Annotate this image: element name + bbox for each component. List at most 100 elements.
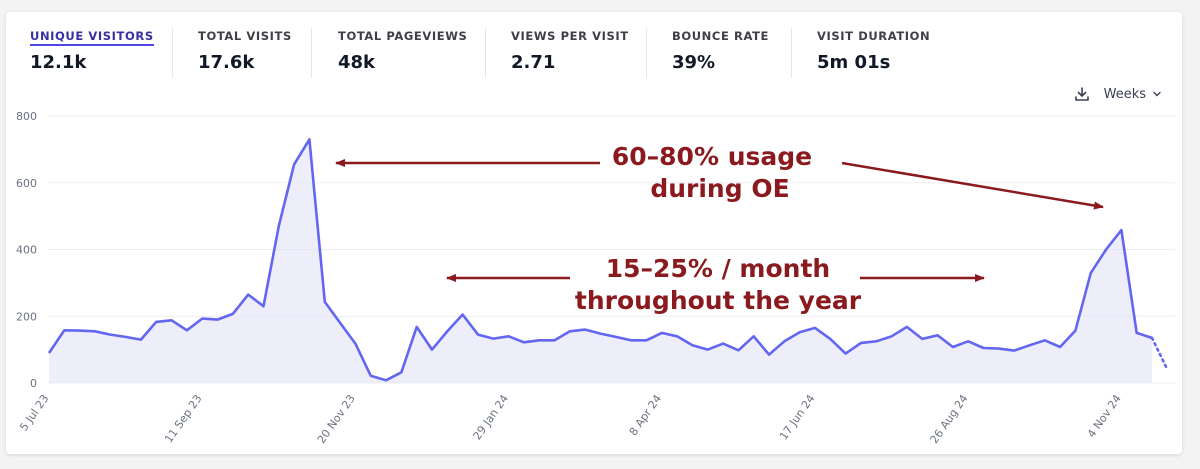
data-point[interactable] bbox=[199, 316, 205, 322]
data-point[interactable] bbox=[61, 327, 67, 333]
data-point[interactable] bbox=[521, 339, 527, 345]
data-point[interactable] bbox=[613, 334, 619, 340]
metric-unique-visitors[interactable]: UNIQUE VISITORS 12.1k bbox=[6, 12, 174, 78]
data-point[interactable] bbox=[337, 320, 343, 326]
data-point[interactable] bbox=[383, 377, 389, 383]
metric-views-per-visit[interactable]: VIEWS PER VISIT 2.71 bbox=[487, 12, 647, 78]
data-point[interactable] bbox=[1134, 330, 1140, 336]
data-point[interactable] bbox=[138, 337, 144, 343]
arrow-to-oe-peak-2024 bbox=[841, 161, 1104, 210]
data-point[interactable] bbox=[889, 333, 895, 339]
data-point[interactable] bbox=[1149, 335, 1155, 341]
data-point[interactable] bbox=[306, 136, 312, 142]
data-point[interactable] bbox=[536, 337, 542, 343]
data-point[interactable] bbox=[490, 336, 496, 342]
data-point[interactable] bbox=[873, 338, 879, 344]
metric-bounce-rate[interactable]: BOUNCE RATE 39% bbox=[648, 12, 791, 78]
data-point[interactable] bbox=[689, 342, 695, 348]
data-point[interactable] bbox=[582, 327, 588, 333]
metric-visit-duration[interactable]: VISIT DURATION 5m 01s bbox=[793, 12, 963, 78]
data-point[interactable] bbox=[950, 344, 956, 350]
data-point[interactable] bbox=[1072, 328, 1078, 334]
data-point[interactable] bbox=[414, 324, 420, 330]
data-point[interactable] bbox=[659, 330, 665, 336]
metric-value: 2.71 bbox=[511, 52, 556, 73]
data-point[interactable] bbox=[935, 332, 941, 338]
metric-label: TOTAL VISITS bbox=[198, 29, 292, 43]
data-point[interactable] bbox=[444, 328, 450, 334]
data-point[interactable] bbox=[352, 341, 358, 347]
data-point[interactable] bbox=[460, 312, 466, 318]
y-tick-label: 200 bbox=[16, 310, 37, 323]
data-point[interactable] bbox=[705, 347, 711, 353]
data-point[interactable] bbox=[169, 317, 175, 323]
data-point[interactable] bbox=[981, 345, 987, 351]
x-tick-label: 29 Jan 24 bbox=[471, 392, 511, 442]
data-point[interactable] bbox=[674, 333, 680, 339]
data-point[interactable] bbox=[858, 340, 864, 346]
data-point[interactable] bbox=[322, 299, 328, 305]
series-area bbox=[49, 139, 1152, 383]
data-point[interactable] bbox=[107, 332, 113, 338]
data-point[interactable] bbox=[1011, 348, 1017, 354]
data-point[interactable] bbox=[230, 311, 236, 317]
data-point[interactable] bbox=[552, 337, 558, 343]
data-point[interactable] bbox=[965, 338, 971, 344]
data-point[interactable] bbox=[1118, 227, 1124, 233]
data-point[interactable] bbox=[919, 336, 925, 342]
download-icon[interactable] bbox=[1074, 86, 1090, 102]
data-point[interactable] bbox=[904, 324, 910, 330]
data-point[interactable] bbox=[398, 369, 404, 375]
data-point[interactable] bbox=[215, 317, 221, 323]
data-point[interactable] bbox=[766, 352, 772, 358]
x-tick-label: 5 Jul 23 bbox=[17, 392, 51, 433]
data-point[interactable] bbox=[261, 303, 267, 309]
data-point[interactable] bbox=[996, 346, 1002, 352]
period-selector[interactable]: Weeks bbox=[1104, 87, 1162, 102]
data-point[interactable] bbox=[812, 325, 818, 331]
data-point[interactable] bbox=[1027, 342, 1033, 348]
data-point[interactable] bbox=[843, 351, 849, 357]
data-point[interactable] bbox=[1057, 344, 1063, 350]
data-point[interactable] bbox=[46, 350, 52, 356]
data-point[interactable] bbox=[797, 329, 803, 335]
data-point[interactable] bbox=[827, 336, 833, 342]
data-point[interactable] bbox=[475, 332, 481, 338]
data-point[interactable] bbox=[276, 223, 282, 229]
annotation-oe-line2: during OE bbox=[650, 174, 789, 203]
metric-label: UNIQUE VISITORS bbox=[30, 29, 154, 46]
data-point[interactable] bbox=[644, 337, 650, 343]
data-point[interactable] bbox=[1103, 247, 1109, 253]
data-point[interactable] bbox=[291, 161, 297, 167]
data-point[interactable] bbox=[628, 337, 634, 343]
data-point[interactable] bbox=[735, 347, 741, 353]
data-point[interactable] bbox=[77, 328, 83, 334]
data-point[interactable] bbox=[751, 333, 757, 339]
data-point[interactable] bbox=[781, 338, 787, 344]
metric-divider bbox=[791, 28, 792, 78]
data-point[interactable] bbox=[720, 341, 726, 347]
data-point[interactable] bbox=[1088, 270, 1094, 276]
data-point[interactable] bbox=[92, 328, 98, 334]
data-point[interactable] bbox=[123, 334, 129, 340]
data-point[interactable] bbox=[245, 292, 251, 298]
data-point[interactable] bbox=[368, 373, 374, 379]
series-line bbox=[47, 138, 1153, 382]
y-tick-label: 800 bbox=[16, 110, 37, 123]
metric-total-pageviews[interactable]: TOTAL PAGEVIEWS 48k bbox=[314, 12, 486, 78]
metrics-bar: UNIQUE VISITORS 12.1k TOTAL VISITS 17.6k… bbox=[6, 12, 1182, 82]
data-point[interactable] bbox=[429, 347, 435, 353]
metric-total-visits[interactable]: TOTAL VISITS 17.6k bbox=[174, 12, 313, 78]
data-point[interactable] bbox=[184, 327, 190, 333]
data-point[interactable] bbox=[506, 333, 512, 339]
data-point[interactable] bbox=[153, 319, 159, 325]
x-tick-label: 4 Nov 24 bbox=[1085, 392, 1124, 440]
y-tick-label: 600 bbox=[16, 177, 37, 190]
data-point[interactable] bbox=[598, 331, 604, 337]
annotation-year-line2: throughout the year bbox=[575, 286, 862, 315]
metric-value: 39% bbox=[672, 52, 716, 73]
metric-divider bbox=[311, 28, 312, 78]
data-point[interactable] bbox=[1042, 337, 1048, 343]
data-point[interactable] bbox=[567, 328, 573, 334]
